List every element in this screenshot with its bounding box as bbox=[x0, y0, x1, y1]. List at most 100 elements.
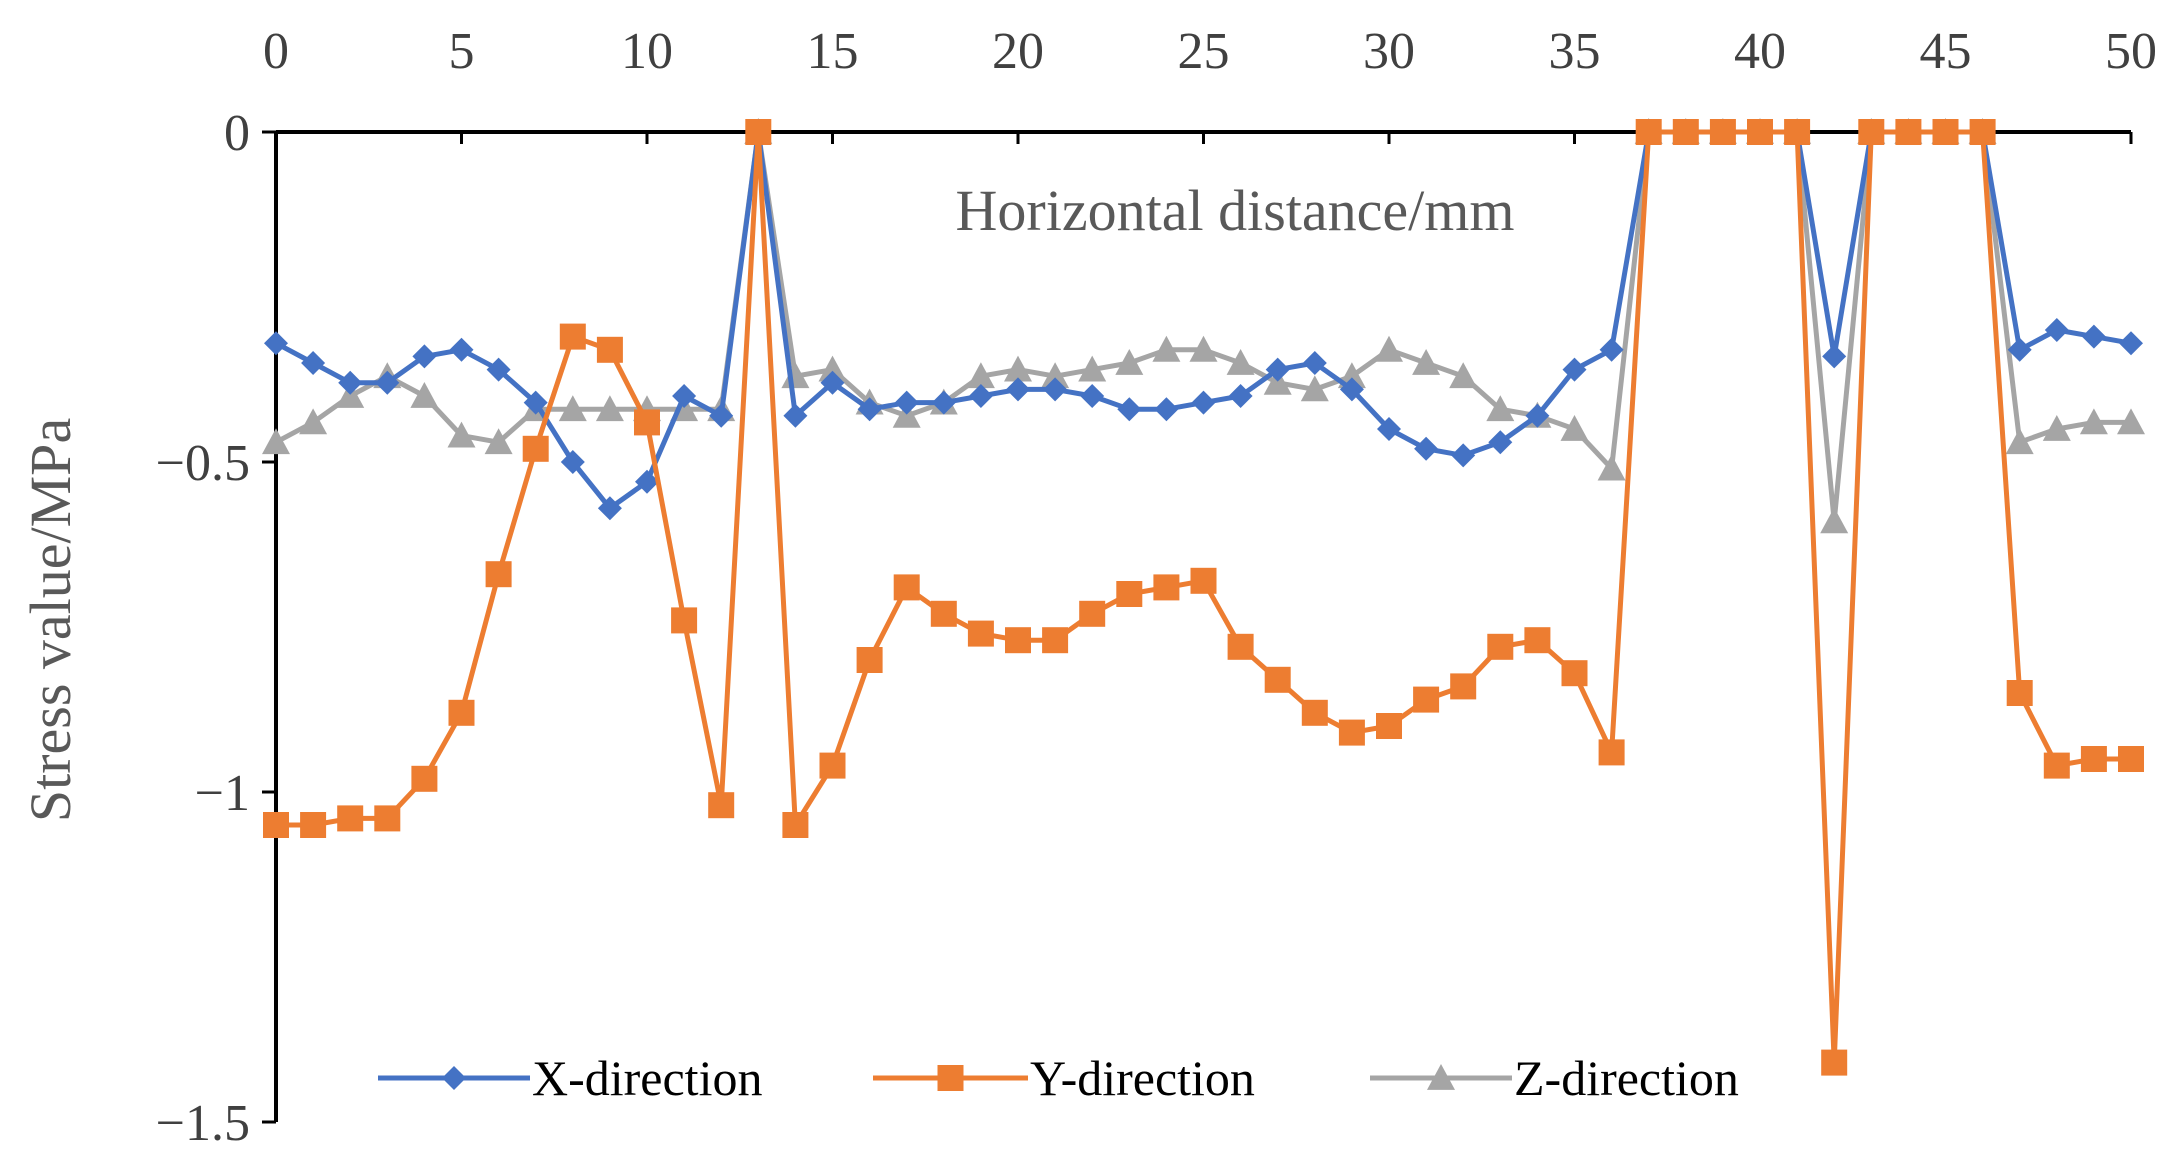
data-point-z-direction bbox=[1041, 362, 1070, 389]
data-point-y-direction bbox=[1487, 633, 1514, 660]
data-point-x-direction bbox=[449, 337, 474, 362]
data-point-z-direction bbox=[1152, 335, 1181, 362]
data-point-z-direction bbox=[1300, 375, 1329, 402]
data-point-y-direction bbox=[967, 620, 994, 647]
data-point-x-direction bbox=[1377, 417, 1401, 441]
data-point-y-direction bbox=[1895, 119, 1922, 145]
data-point-x-direction bbox=[968, 384, 993, 408]
axes: 0 5 10 15 20 25 30 35 40 45 50 0 −0.5 −1 −1.5 bbox=[156, 23, 2157, 1152]
data-point-x-direction bbox=[1599, 337, 1624, 362]
data-point-y-direction bbox=[782, 812, 809, 838]
data-point-z-direction bbox=[1263, 368, 1292, 395]
data-point-x-direction bbox=[1154, 397, 1179, 422]
x-tick-label: 45 bbox=[1920, 23, 1972, 80]
data-point-y-direction bbox=[596, 336, 623, 363]
data-point-z-direction bbox=[2117, 408, 2145, 435]
data-point-x-direction bbox=[597, 496, 622, 521]
legend: X-direction Y-direction Z-direction bbox=[378, 1050, 1739, 1106]
x-axis-title: Horizontal distance/mm bbox=[956, 178, 1515, 243]
data-point-y-direction bbox=[2043, 752, 2070, 779]
y-tick-label: −1.5 bbox=[156, 1095, 250, 1152]
data-point-y-direction bbox=[2080, 746, 2107, 772]
data-point-x-direction bbox=[894, 390, 919, 415]
data-point-y-direction bbox=[300, 812, 327, 838]
data-point-z-direction bbox=[1004, 355, 1032, 382]
data-point-x-direction bbox=[1414, 436, 1439, 461]
legend-item-z-direction: Z-direction bbox=[1370, 1050, 1739, 1106]
series-line-y-direction bbox=[276, 129, 2131, 1066]
series-layer bbox=[262, 118, 2145, 1076]
x-tick-label: 30 bbox=[1363, 23, 1415, 80]
data-point-z-direction bbox=[1486, 395, 1515, 422]
x-tick-label: 40 bbox=[1734, 23, 1786, 80]
data-point-x-direction bbox=[1080, 384, 1105, 408]
data-point-y-direction bbox=[411, 765, 438, 792]
data-point-x-direction bbox=[1525, 403, 1550, 428]
data-point-x-direction bbox=[560, 450, 585, 474]
legend-marker bbox=[1427, 1064, 1455, 1090]
legend-marker bbox=[442, 1066, 466, 1090]
data-point-y-direction bbox=[1709, 119, 1736, 145]
data-point-y-direction bbox=[1524, 627, 1551, 654]
data-point-y-direction bbox=[1413, 686, 1440, 713]
data-point-x-direction bbox=[931, 390, 956, 415]
data-point-y-direction bbox=[337, 805, 364, 832]
data-point-y-direction bbox=[1821, 1049, 1848, 1076]
data-point-x-direction bbox=[1006, 377, 1030, 402]
data-point-y-direction bbox=[374, 805, 401, 832]
data-point-x-direction bbox=[783, 403, 808, 428]
data-point-x-direction bbox=[672, 384, 697, 408]
data-point-y-direction bbox=[1858, 119, 1885, 145]
data-point-y-direction bbox=[1153, 574, 1180, 601]
data-point-z-direction bbox=[1375, 335, 1403, 362]
x-tick-label: 25 bbox=[1178, 23, 1230, 80]
data-point-x-direction bbox=[1043, 377, 1068, 402]
x-tick-label: 20 bbox=[992, 23, 1044, 80]
data-point-z-direction bbox=[1820, 507, 1849, 534]
data-point-x-direction bbox=[338, 370, 363, 395]
data-point-y-direction bbox=[1969, 119, 1996, 145]
data-point-y-direction bbox=[1190, 567, 1217, 594]
y-tick-label: −0.5 bbox=[156, 435, 250, 492]
data-point-y-direction bbox=[2118, 746, 2144, 772]
data-point-y-direction bbox=[1747, 119, 1773, 145]
data-point-y-direction bbox=[708, 792, 735, 819]
data-point-x-direction bbox=[2044, 318, 2069, 342]
data-point-x-direction bbox=[301, 351, 326, 375]
x-tick-label: 5 bbox=[449, 23, 475, 80]
legend-label: Y-direction bbox=[1030, 1050, 1255, 1106]
legend-label: Z-direction bbox=[1514, 1050, 1739, 1106]
data-point-z-direction bbox=[410, 382, 439, 408]
data-point-z-direction bbox=[1560, 415, 1589, 441]
data-point-y-direction bbox=[1635, 119, 1662, 145]
data-point-x-direction bbox=[412, 344, 437, 369]
data-point-y-direction bbox=[1301, 699, 1328, 726]
data-point-y-direction bbox=[930, 600, 957, 627]
data-point-x-direction bbox=[857, 397, 882, 422]
data-point-x-direction bbox=[523, 390, 548, 415]
x-tick-label: 10 bbox=[621, 23, 673, 80]
data-point-y-direction bbox=[1561, 660, 1588, 687]
data-point-y-direction bbox=[634, 409, 660, 436]
data-point-y-direction bbox=[485, 561, 512, 588]
data-point-y-direction bbox=[1116, 581, 1143, 607]
y-axis-title-group: Stress value/MPa bbox=[18, 418, 83, 822]
data-point-z-direction bbox=[262, 428, 290, 455]
data-point-y-direction bbox=[1338, 719, 1365, 746]
x-tick-label: 50 bbox=[2105, 23, 2157, 80]
data-point-z-direction bbox=[299, 408, 328, 435]
legend-label: X-direction bbox=[532, 1050, 762, 1106]
data-point-y-direction bbox=[1005, 627, 1031, 654]
legend-item-x-direction: X-direction bbox=[378, 1050, 762, 1106]
data-point-y-direction bbox=[893, 574, 920, 601]
data-point-y-direction bbox=[1227, 633, 1254, 660]
data-point-y-direction bbox=[1042, 627, 1069, 654]
data-point-z-direction bbox=[1115, 349, 1144, 375]
data-point-y-direction bbox=[745, 119, 772, 145]
data-point-y-direction bbox=[819, 752, 846, 779]
data-point-z-direction bbox=[1078, 355, 1107, 382]
data-point-z-direction bbox=[1226, 349, 1255, 375]
data-point-z-direction bbox=[1189, 335, 1218, 362]
data-point-x-direction bbox=[264, 331, 288, 356]
